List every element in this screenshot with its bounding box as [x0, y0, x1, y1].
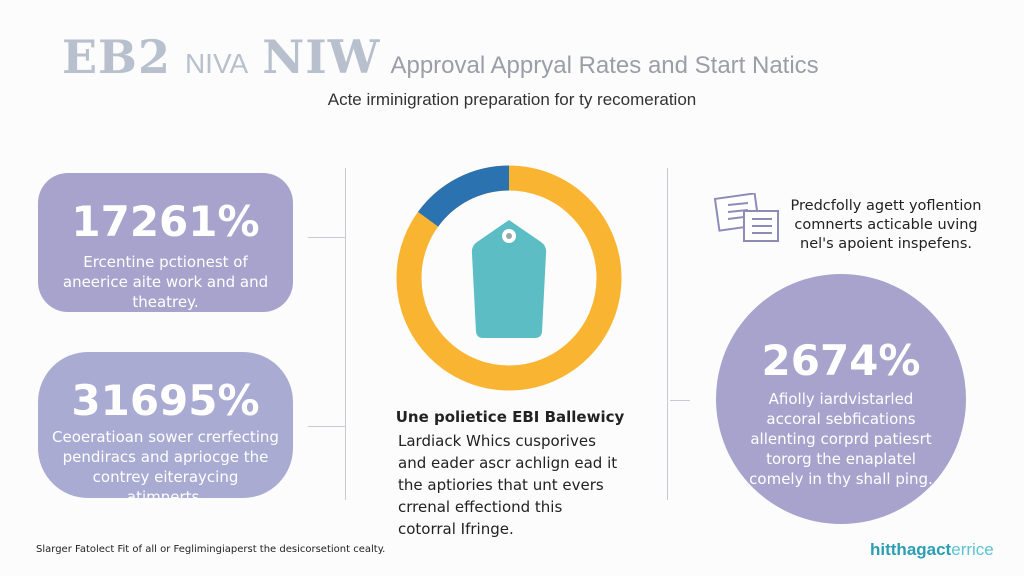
- connector-line: [308, 237, 345, 238]
- center-caption-title: Une polietice EBI Ballewicy: [395, 408, 625, 426]
- documents-icon: [714, 193, 779, 242]
- title-rest: Approval Appryal Rates and Start Natics: [390, 52, 819, 79]
- footer-note: Slarger Fatolect Fit of all or Fegliming…: [36, 544, 386, 555]
- donut-chart: [396, 165, 622, 391]
- stat-value: 2674%: [761, 336, 921, 385]
- price-tag-icon: [471, 220, 547, 338]
- brand-logo: hitthagacterrice: [870, 540, 994, 560]
- donut-accent-segment: [417, 165, 510, 227]
- title-niw: NIW: [262, 30, 381, 84]
- title-niva: NIVA: [184, 48, 249, 79]
- divider-right: [667, 168, 668, 500]
- stat-box-2: 31695% Ceoeratioan sower crerfecting pen…: [38, 352, 293, 506]
- arrow-line: [670, 400, 690, 401]
- stat-value: 31695%: [71, 376, 260, 425]
- stat-text: Afiolly iardvistarled accoral sebficatio…: [749, 390, 933, 488]
- divider-left: [345, 168, 346, 500]
- connector-line: [308, 426, 345, 427]
- page-title: EB2 NIVA NIW Approval Appryal Rates and Sta…: [62, 30, 819, 84]
- stat-box-1: 17261% Ercentine pctionest of aneerice a…: [38, 173, 293, 312]
- title-eb2: EB2: [62, 30, 171, 84]
- stat-value: 17261%: [71, 197, 260, 246]
- stat-text: Ceoeratioan sower crerfecting pendiracs …: [52, 428, 279, 506]
- center-caption-body: Lardiack Whics cusporives and eader ascr…: [398, 432, 618, 538]
- stat-text: Ercentine pctionest of aneerice aite wor…: [62, 253, 269, 311]
- right-note-text: Predcfolly agett yoflention comnerts act…: [790, 198, 982, 252]
- subtitle: Acte irminigration preparation for ty re…: [327, 90, 697, 109]
- brand-part-a: hitthagact: [870, 540, 952, 559]
- brand-part-b: errice: [951, 540, 994, 559]
- stat-circle: 2674% Afiolly iardvistarled accoral sebf…: [716, 274, 966, 524]
